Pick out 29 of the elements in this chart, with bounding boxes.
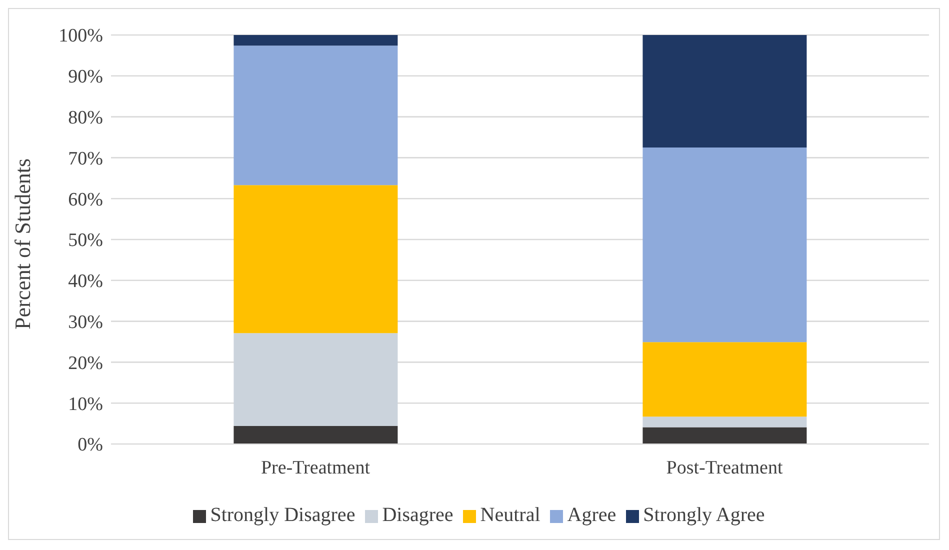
y-tick-label: 30%	[68, 312, 104, 334]
bar	[234, 333, 398, 426]
bar	[642, 35, 807, 148]
y-tick-label: 80%	[68, 108, 104, 129]
legend-label: Strongly Agree	[643, 504, 765, 526]
legend-label: Disagree	[382, 504, 454, 526]
y-tick-label: 0%	[78, 434, 104, 456]
y-tick-label: 50%	[68, 230, 104, 252]
x-tick-label: Post-Treatment	[666, 457, 784, 478]
bar	[642, 147, 807, 342]
bar	[234, 35, 398, 46]
y-tick-label: 20%	[68, 352, 104, 374]
legend-label: Strongly Disagree	[210, 504, 356, 526]
bar	[234, 46, 398, 186]
bar	[642, 342, 807, 417]
y-tick-label: 90%	[68, 66, 104, 88]
y-tick-label: 10%	[68, 394, 104, 415]
bar	[234, 426, 398, 444]
y-tick-label: 40%	[68, 271, 104, 292]
y-tick-label: 70%	[68, 148, 104, 170]
x-tick-label: Pre-Treatment	[260, 457, 371, 478]
legend-label: Agree	[567, 504, 616, 526]
bar	[642, 416, 807, 428]
y-axis-title: Percent of Students	[10, 158, 35, 330]
bar	[234, 185, 398, 334]
bar	[642, 427, 807, 444]
y-tick-label: 60%	[68, 189, 104, 210]
y-tick-label: 100%	[58, 26, 104, 47]
legend-label: Neutral	[480, 504, 540, 526]
